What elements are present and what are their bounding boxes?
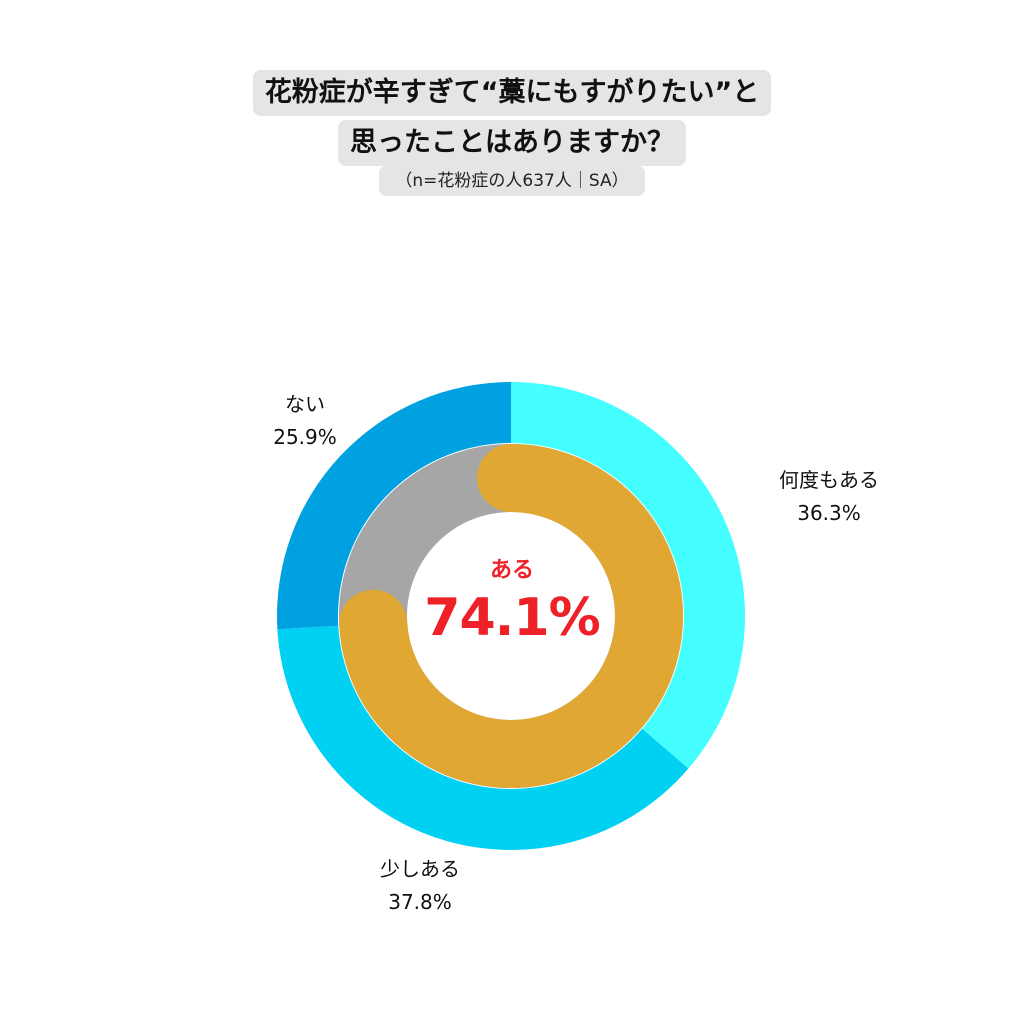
inner-ring bbox=[339, 443, 683, 789]
chart-title-block: 花粉症が辛すぎて“藁にもすがりたい”と 思ったことはありますか？ （n=花粉症の… bbox=[0, 70, 1024, 196]
slice-label-nandomo: 何度もある 36.3% bbox=[779, 464, 879, 530]
slice-label-sukoshi: 少しある 37.8% bbox=[380, 853, 460, 919]
outer-slice-sukoshi bbox=[277, 625, 689, 851]
slice-label-nai-value: 25.9% bbox=[273, 425, 337, 449]
outer-slice-nai bbox=[276, 382, 511, 630]
slice-label-nandomo-name: 何度もある bbox=[779, 468, 879, 492]
center-value: 74.1% bbox=[424, 588, 600, 648]
outer-ring bbox=[276, 382, 746, 851]
slice-label-nandomo-value: 36.3% bbox=[797, 501, 861, 525]
center-label: ある bbox=[489, 558, 535, 583]
chart-title-line-2: 思ったことはありますか？ bbox=[338, 120, 686, 166]
slice-label-nai-name: ない bbox=[284, 392, 325, 416]
chart-subtitle: （n=花粉症の人637人｜SA） bbox=[379, 166, 645, 196]
inner-ring-progress-arc bbox=[339, 444, 683, 788]
slice-label-sukoshi-name: 少しある bbox=[380, 857, 460, 881]
slice-label-nai: ない 25.9% bbox=[273, 388, 337, 454]
chart-title-line-1: 花粉症が辛すぎて“藁にもすがりたい”と bbox=[252, 70, 772, 116]
outer-slice-nandomo bbox=[511, 382, 746, 769]
slice-label-sukoshi-value: 37.8% bbox=[388, 890, 452, 914]
